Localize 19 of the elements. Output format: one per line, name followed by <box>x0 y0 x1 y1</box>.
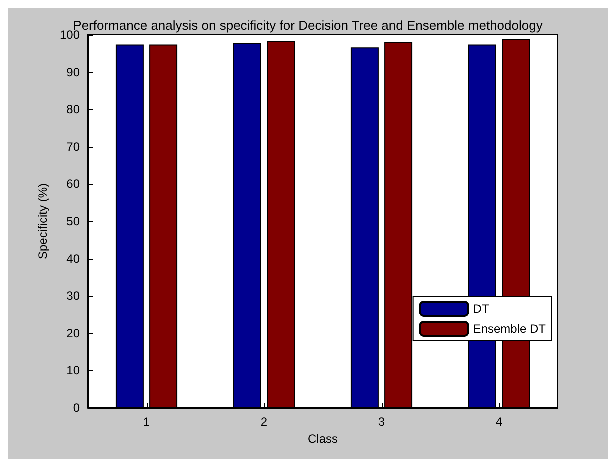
y-tick-label: 20 <box>66 326 80 340</box>
y-tick-label: 30 <box>66 289 80 304</box>
x-tick-label: 1 <box>143 415 150 429</box>
x-tick-label: 4 <box>496 415 503 429</box>
y-tick-label: 0 <box>73 401 80 415</box>
legend-label: Ensemble DT <box>473 322 547 336</box>
y-tick-label: 50 <box>66 214 80 228</box>
y-tick-label: 10 <box>66 364 80 378</box>
y-tick-label: 40 <box>66 252 80 266</box>
legend-label: DT <box>473 302 490 316</box>
y-tick-label: 100 <box>60 28 80 42</box>
y-tick-label: 90 <box>66 65 80 80</box>
x-tick-label: 3 <box>378 415 386 429</box>
y-tick-label: 60 <box>66 177 80 192</box>
y-tick-label: 70 <box>66 140 80 154</box>
x-tick-label: 2 <box>260 415 268 429</box>
y-tick-label: 80 <box>66 102 80 117</box>
x-axis-title: Class <box>308 432 338 446</box>
y-axis-title: Specificity (%) <box>36 183 50 260</box>
